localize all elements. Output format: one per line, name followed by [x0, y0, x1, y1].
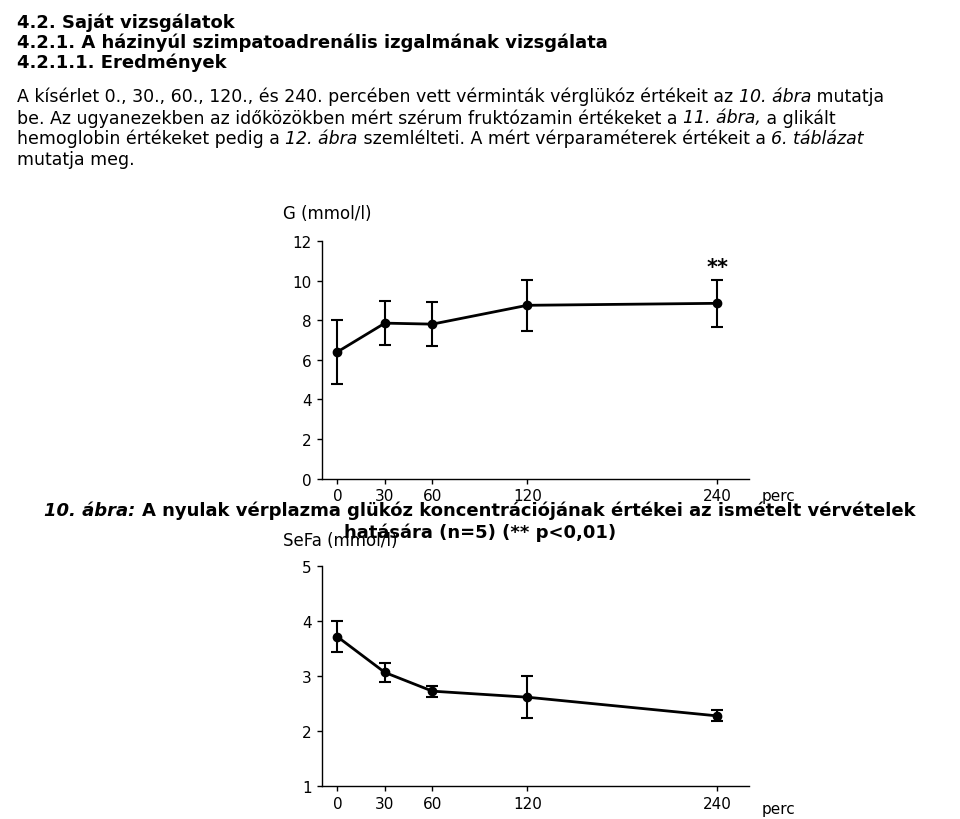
Text: 4.2.1.1. Eredmények: 4.2.1.1. Eredmények	[17, 54, 227, 72]
Text: mutatja meg.: mutatja meg.	[17, 151, 134, 169]
Text: G (mmol/l): G (mmol/l)	[283, 205, 372, 223]
Text: 12. ábra: 12. ábra	[285, 130, 358, 147]
Text: A nyulak vérplazma glükóz koncentrációjának értékei az ismételt vérvételek: A nyulak vérplazma glükóz koncentrációjá…	[142, 501, 916, 520]
Text: A kísérlet 0., 30., 60., 120., és 240. percében vett vérminták vérglükóz értékei: A kísérlet 0., 30., 60., 120., és 240. p…	[17, 88, 738, 106]
Text: SeFa (mmol/l): SeFa (mmol/l)	[283, 532, 397, 550]
Text: 4.2. Saját vizsgálatok: 4.2. Saját vizsgálatok	[17, 14, 235, 33]
Text: hatására (n=5) (** p<0,01): hatására (n=5) (** p<0,01)	[344, 523, 616, 542]
Text: 10. ábra:: 10. ábra:	[44, 501, 142, 519]
Text: perc: perc	[761, 801, 796, 816]
Text: 11. ábra,: 11. ábra,	[683, 109, 761, 127]
Text: a glikált: a glikált	[761, 109, 835, 127]
Text: be. Az ugyanezekben az időközökben mért szérum fruktózamin értékeket a: be. Az ugyanezekben az időközökben mért …	[17, 109, 683, 127]
Text: 6. táblázat: 6. táblázat	[771, 130, 864, 147]
Text: 10. ábra: 10. ábra	[738, 88, 811, 106]
Text: perc: perc	[761, 488, 796, 503]
Text: mutatja: mutatja	[811, 88, 884, 106]
Text: **: **	[707, 257, 728, 278]
Text: hemoglobin értékeket pedig a: hemoglobin értékeket pedig a	[17, 130, 285, 148]
Text: szemlélteti. A mért vérparaméterek értékeit a: szemlélteti. A mért vérparaméterek érték…	[358, 130, 771, 148]
Text: 4.2.1. A házinyúl szimpatoadrenális izgalmának vizsgálata: 4.2.1. A házinyúl szimpatoadrenális izga…	[17, 34, 608, 52]
